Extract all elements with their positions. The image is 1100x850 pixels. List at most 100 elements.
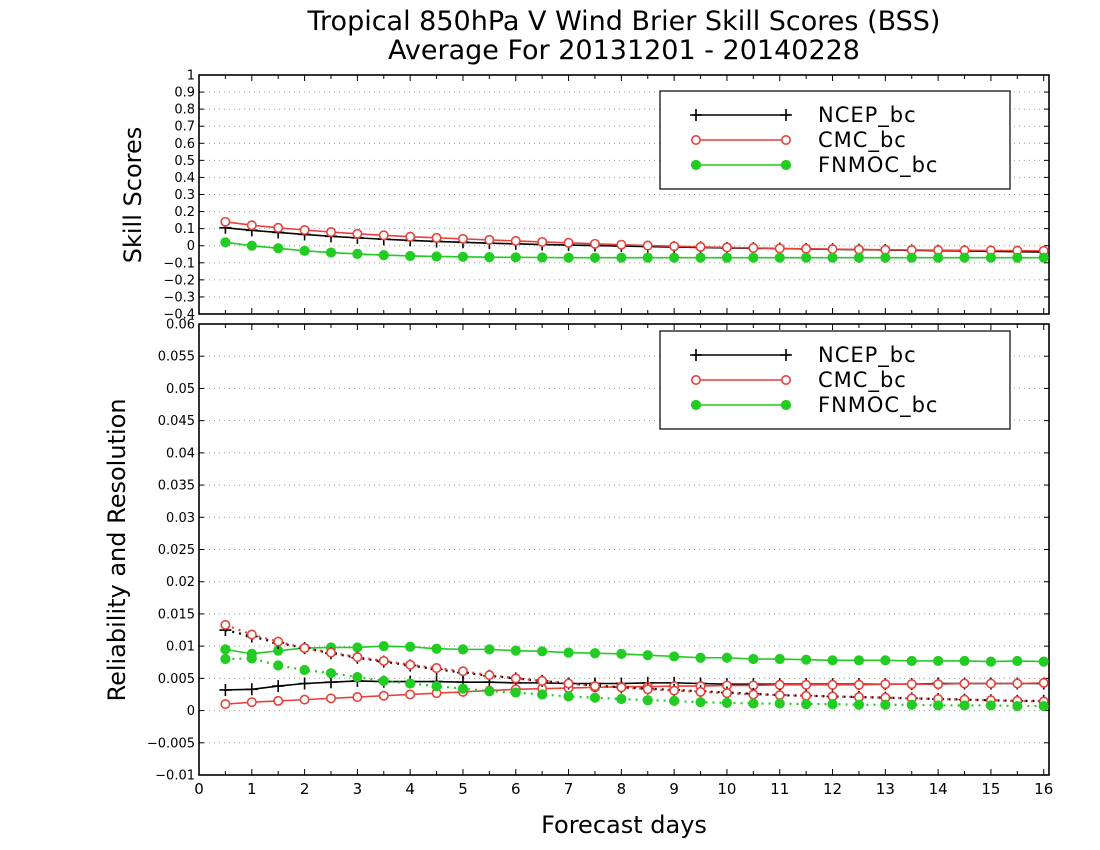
series-line	[225, 226, 1044, 253]
data-point	[642, 252, 653, 263]
y-tick-label: 0.04	[166, 446, 195, 461]
data-point	[299, 225, 310, 236]
data-point	[431, 680, 442, 692]
x-tick-label: 10	[717, 780, 736, 798]
x-tick-label: 12	[823, 780, 842, 798]
data-point	[669, 241, 680, 252]
data-point	[748, 653, 759, 665]
data-point	[246, 653, 257, 664]
data-point	[906, 252, 917, 263]
data-point	[378, 641, 389, 652]
data-point	[853, 252, 865, 263]
data-point	[695, 252, 706, 263]
data-point	[272, 680, 285, 693]
data-point	[352, 642, 363, 653]
data-point	[273, 660, 284, 671]
data-point	[273, 636, 284, 647]
x-tick-label: 3	[353, 780, 363, 798]
x-tick-label: 13	[876, 780, 895, 798]
data-point	[748, 698, 759, 709]
data-point	[616, 682, 627, 693]
data-point	[589, 681, 600, 692]
data-point	[325, 647, 336, 658]
data-point	[880, 699, 891, 710]
data-point	[510, 235, 521, 246]
data-point	[431, 643, 442, 654]
data-point	[510, 673, 521, 684]
data-point	[959, 700, 970, 711]
data-point	[378, 675, 389, 687]
data-point	[801, 654, 812, 665]
x-tick-label: 15	[981, 780, 1000, 798]
data-point	[774, 698, 785, 709]
legend-marker	[780, 399, 792, 411]
data-point	[589, 252, 601, 263]
legend-marker	[780, 135, 791, 146]
data-point	[959, 252, 970, 263]
y-axis-label: Reliability and Resolution	[103, 398, 131, 701]
data-point	[220, 237, 231, 248]
data-point	[695, 652, 706, 663]
chart-title-line2: Average For 20131201 - 20140228	[388, 35, 860, 66]
y-tick-label: 1	[187, 69, 195, 84]
data-point	[219, 683, 232, 696]
data-point	[405, 641, 416, 652]
data-point	[325, 693, 336, 704]
data-point	[801, 679, 812, 690]
y-tick-label: 0.01	[166, 640, 195, 655]
data-point	[642, 650, 653, 661]
y-tick-label: 0.045	[158, 414, 195, 429]
data-point	[246, 697, 257, 708]
series-FNMOC_bc	[220, 641, 1049, 667]
reliability-resolution-panel: −0.01 −0.005 0 0.005 0.01 0.015 0.02 0.025 0.03 0…	[103, 318, 1053, 840]
data-point	[352, 671, 363, 683]
legend-marker	[690, 374, 701, 385]
data-point	[405, 250, 416, 262]
data-point	[801, 699, 812, 710]
data-point	[484, 252, 495, 263]
data-point	[669, 252, 680, 263]
x-tick-label: 1	[247, 780, 257, 798]
series-FNMOC_bc-resolution	[220, 653, 1049, 712]
x-tick-label: 16	[1034, 780, 1053, 798]
data-point	[352, 652, 363, 663]
data-point	[246, 240, 257, 251]
data-point	[695, 686, 706, 697]
data-point	[405, 231, 416, 242]
data-point	[642, 695, 653, 706]
y-tick-label: −0.01	[155, 769, 195, 784]
data-point	[563, 647, 574, 658]
data-point	[246, 220, 257, 231]
data-point	[1012, 700, 1023, 712]
data-point	[431, 251, 442, 262]
data-point	[959, 678, 970, 689]
data-point	[298, 677, 311, 690]
data-point	[906, 655, 917, 667]
data-point	[748, 242, 759, 253]
legend-marker	[780, 349, 792, 361]
data-point	[405, 689, 416, 700]
y-tick-label: 0.035	[158, 479, 195, 494]
series-line	[225, 628, 1044, 703]
data-point	[853, 244, 864, 255]
y-tick-label: 0.055	[158, 350, 195, 365]
data-point	[1012, 678, 1023, 689]
series-FNMOC_bc	[220, 237, 1049, 263]
data-point	[537, 689, 548, 700]
series-CMC_bc	[220, 677, 1049, 710]
data-point	[774, 252, 785, 263]
data-point	[563, 252, 574, 263]
data-point	[827, 655, 838, 666]
legend-label: NCEP_bc	[818, 103, 917, 128]
series-NCEP_bc-resolution	[219, 624, 1050, 707]
y-tick-label: 0.4	[174, 171, 195, 186]
data-point	[748, 252, 759, 263]
x-tick-label: 6	[511, 780, 521, 798]
data-point	[457, 683, 469, 694]
data-point	[801, 690, 812, 701]
data-point	[642, 684, 653, 695]
data-point	[299, 694, 310, 705]
data-point	[246, 629, 257, 640]
y-tick-label: −0.4	[163, 308, 195, 323]
